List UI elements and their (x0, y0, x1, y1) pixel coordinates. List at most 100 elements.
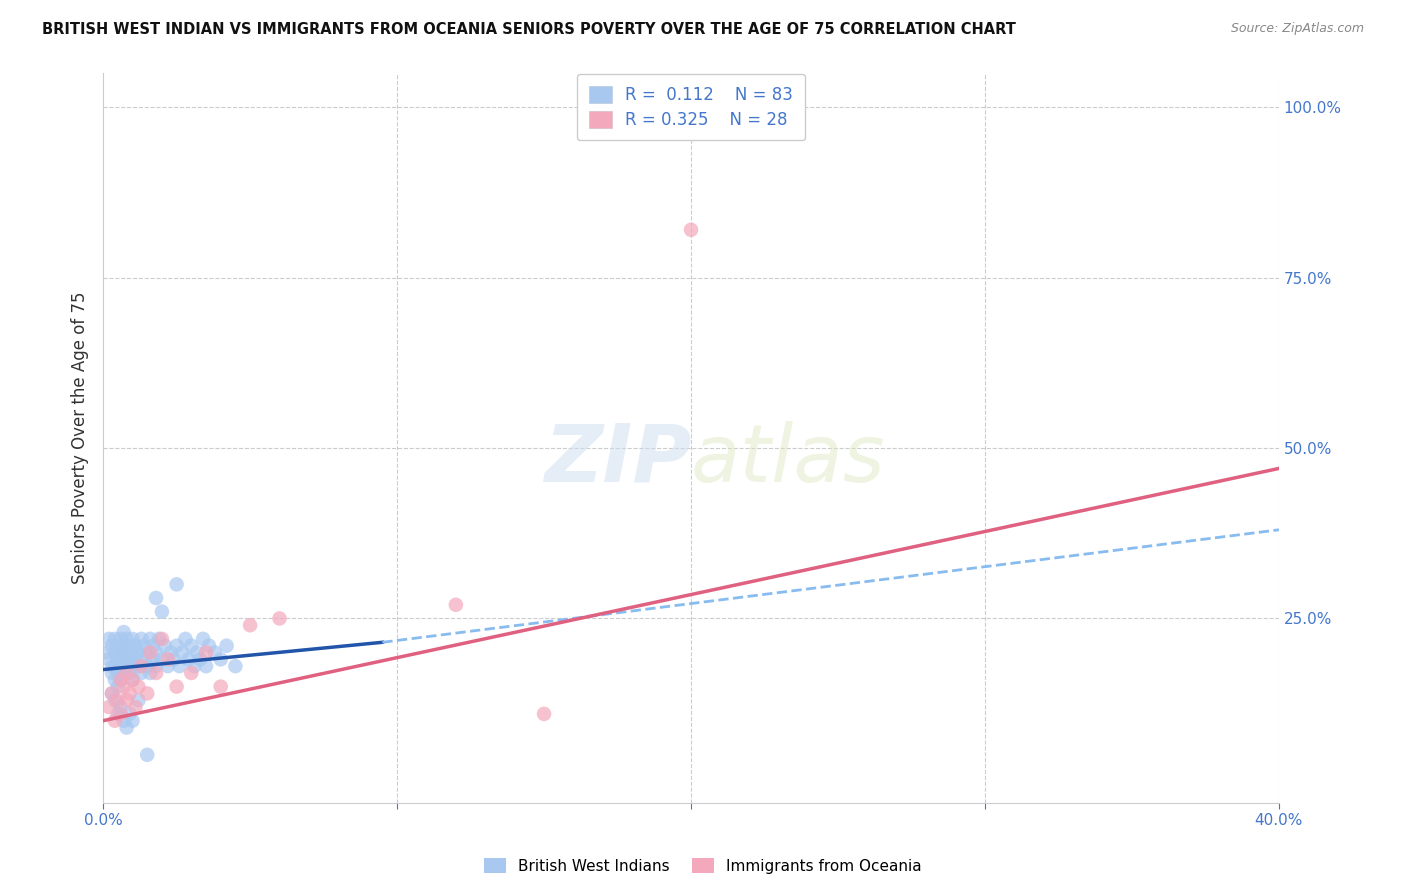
Point (124, 639, 146, 653)
Point (195, 646, 218, 660)
Legend: R =  0.112    N = 83, R = 0.325    N = 28: R = 0.112 N = 83, R = 0.325 N = 28 (576, 74, 806, 140)
Point (166, 577, 188, 591)
Point (107, 693, 129, 707)
Point (131, 659, 153, 673)
Point (101, 665, 124, 680)
Point (104, 646, 127, 660)
Point (107, 706, 129, 721)
Point (127, 659, 149, 673)
Point (195, 659, 218, 673)
Point (104, 673, 127, 687)
Point (150, 605, 173, 619)
Point (104, 632, 127, 646)
Text: atlas: atlas (690, 421, 886, 499)
Point (180, 665, 202, 680)
Point (115, 721, 138, 735)
Point (239, 618, 262, 632)
Point (131, 665, 153, 680)
Point (112, 639, 135, 653)
Point (136, 747, 159, 762)
Point (269, 611, 291, 625)
Point (156, 659, 179, 673)
Point (156, 652, 179, 666)
Y-axis label: Seniors Poverty Over the Age of 75: Seniors Poverty Over the Age of 75 (72, 292, 89, 584)
Point (139, 646, 162, 660)
Point (110, 659, 132, 673)
Point (121, 632, 143, 646)
Point (150, 652, 173, 666)
Point (209, 680, 232, 694)
Point (131, 632, 153, 646)
Point (174, 632, 197, 646)
Point (215, 639, 238, 653)
Point (118, 706, 141, 721)
Point (121, 659, 143, 673)
Point (159, 646, 181, 660)
Point (188, 652, 211, 666)
Point (177, 652, 200, 666)
Text: Source: ZipAtlas.com: Source: ZipAtlas.com (1230, 22, 1364, 36)
Point (139, 665, 162, 680)
Point (142, 639, 165, 653)
Point (112, 625, 135, 640)
Legend: British West Indians, Immigrants from Oceania: British West Indians, Immigrants from Oc… (478, 852, 928, 880)
Point (169, 659, 191, 673)
Point (153, 639, 176, 653)
Point (110, 673, 132, 687)
Point (110, 646, 132, 660)
Point (127, 646, 149, 660)
Point (124, 700, 146, 714)
Point (148, 632, 170, 646)
Point (107, 665, 129, 680)
Point (134, 639, 156, 653)
Point (166, 680, 188, 694)
Point (121, 673, 143, 687)
Point (172, 646, 194, 660)
Point (112, 714, 135, 728)
Point (115, 659, 138, 673)
Point (124, 652, 146, 666)
Point (107, 639, 129, 653)
Point (98, 652, 121, 666)
Text: BRITISH WEST INDIAN VS IMMIGRANTS FROM OCEANIA SENIORS POVERTY OVER THE AGE OF 7: BRITISH WEST INDIAN VS IMMIGRANTS FROM O… (42, 22, 1017, 37)
Point (112, 665, 135, 680)
Point (134, 652, 156, 666)
Point (142, 652, 165, 666)
Point (107, 680, 129, 694)
Point (112, 652, 135, 666)
Point (127, 693, 149, 707)
Point (145, 591, 167, 605)
Point (136, 659, 159, 673)
Point (118, 652, 141, 666)
Point (121, 714, 143, 728)
Point (139, 632, 162, 646)
Point (533, 706, 555, 721)
Point (104, 714, 127, 728)
Point (198, 639, 221, 653)
Point (166, 639, 188, 653)
Point (110, 673, 132, 687)
Point (98, 700, 121, 714)
Point (110, 706, 132, 721)
Point (98, 632, 121, 646)
Point (136, 686, 159, 700)
Text: ZIP: ZIP (544, 421, 690, 499)
Point (115, 693, 138, 707)
Point (104, 659, 127, 673)
Point (186, 646, 208, 660)
Point (180, 639, 202, 653)
Point (101, 639, 124, 653)
Point (121, 673, 143, 687)
Point (107, 652, 129, 666)
Point (118, 686, 141, 700)
Point (121, 646, 143, 660)
Point (101, 686, 124, 700)
Point (104, 693, 127, 707)
Point (183, 659, 205, 673)
Point (204, 646, 226, 660)
Point (145, 646, 167, 660)
Point (191, 632, 214, 646)
Point (679, 223, 702, 237)
Point (444, 598, 467, 612)
Point (209, 652, 232, 666)
